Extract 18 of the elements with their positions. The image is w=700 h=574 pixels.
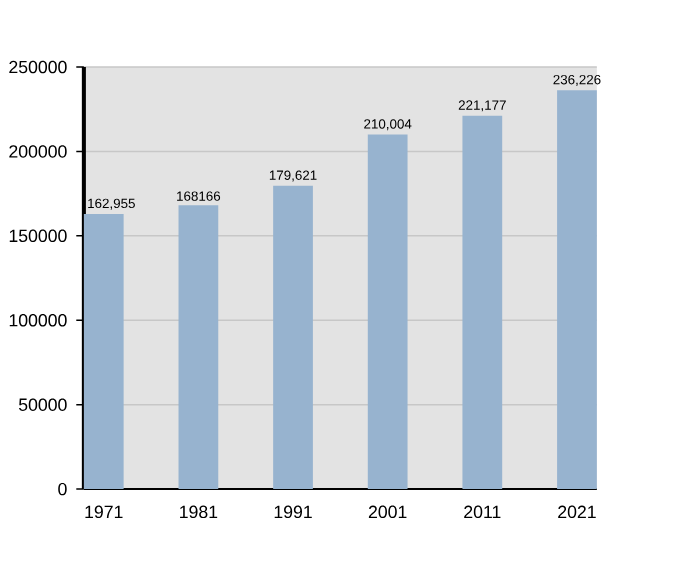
bar: [367, 134, 408, 490]
y-tick-label: 200000: [9, 145, 67, 158]
x-tick-label: 1981: [180, 505, 218, 519]
bar: [462, 115, 503, 490]
y-tick-label: 150000: [9, 229, 67, 243]
x-tick-label: 2011: [464, 505, 501, 519]
bar: [557, 90, 597, 490]
x-tick-label: 1991: [274, 505, 312, 519]
y-tick-label: 50000: [18, 398, 67, 412]
x-tick-label: 1971: [85, 505, 123, 519]
x-tick-label: 2001: [368, 505, 407, 519]
y-tick-label: 100000: [9, 314, 67, 327]
x-tick-label: 2021: [558, 505, 596, 519]
bar: [83, 214, 124, 490]
bar: [273, 186, 313, 490]
y-tick-label: 250000: [9, 61, 67, 74]
y-tick-label: 0: [58, 483, 67, 496]
bar: [178, 205, 219, 490]
